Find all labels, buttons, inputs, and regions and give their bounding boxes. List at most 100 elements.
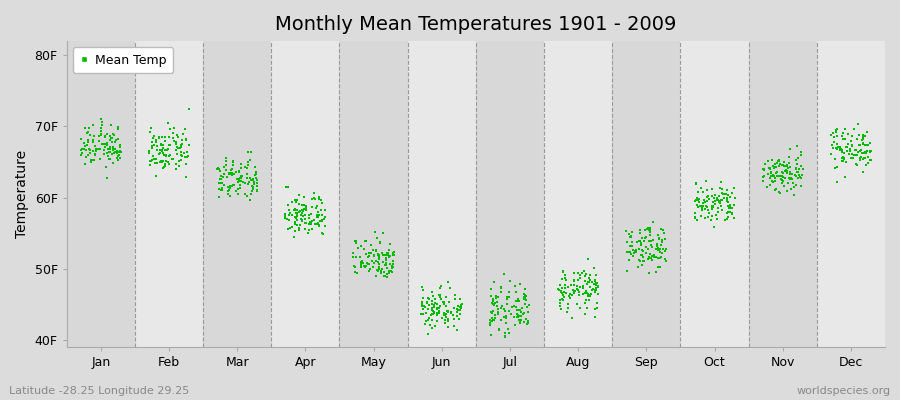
Point [500, 294, 514, 300]
Point [362, 250, 376, 256]
Point [84, 157, 98, 163]
Point [634, 242, 648, 248]
Point [234, 164, 248, 171]
Point [856, 132, 870, 138]
Point [710, 197, 724, 203]
Point [149, 156, 164, 162]
Point [484, 309, 499, 315]
Point [81, 152, 95, 159]
Point [830, 133, 844, 140]
Point [243, 149, 257, 155]
Point [588, 278, 602, 284]
Point [642, 237, 656, 244]
Point [170, 144, 184, 151]
Point [103, 146, 117, 152]
Point [512, 298, 526, 304]
Point [508, 303, 523, 310]
Point [450, 313, 464, 320]
Point [214, 180, 229, 187]
Point [627, 249, 642, 256]
Point [248, 172, 263, 178]
Point [230, 176, 244, 182]
Point [763, 169, 778, 175]
Point [432, 310, 446, 316]
Point [355, 258, 369, 265]
Point [494, 289, 508, 296]
Point [716, 190, 730, 196]
Point [371, 259, 385, 265]
Point [649, 254, 663, 261]
Point [849, 161, 863, 167]
Point [785, 171, 799, 177]
Point [156, 158, 170, 164]
Point [249, 183, 264, 190]
Point [226, 182, 240, 188]
Point [689, 180, 704, 187]
Point [689, 202, 704, 208]
Point [778, 174, 793, 181]
Point [638, 227, 652, 233]
Point [225, 172, 239, 178]
Point [727, 194, 742, 201]
Point [112, 142, 127, 148]
Point [370, 267, 384, 274]
Point [310, 220, 324, 227]
Point [380, 252, 394, 258]
Point [720, 210, 734, 216]
Point [108, 139, 122, 146]
Point [644, 256, 659, 263]
Point [232, 169, 247, 175]
Point [179, 136, 194, 142]
Point [147, 156, 161, 162]
Point [714, 203, 728, 209]
Point [284, 212, 299, 218]
Point [858, 155, 872, 161]
Point [170, 132, 184, 138]
Point [288, 207, 302, 214]
Point [303, 219, 318, 226]
Point [709, 216, 724, 222]
Point [373, 239, 387, 245]
Point [302, 221, 316, 228]
Point [484, 318, 499, 324]
Point [825, 142, 840, 148]
Point [566, 289, 580, 296]
Point [450, 306, 464, 312]
Point [425, 306, 439, 312]
Point [82, 146, 96, 152]
Point [555, 276, 570, 282]
Point [706, 213, 720, 219]
Point [516, 311, 530, 317]
Point [644, 242, 658, 248]
Point [583, 291, 598, 298]
Point [859, 142, 873, 149]
Point [706, 206, 720, 212]
Point [153, 150, 167, 156]
Point [374, 270, 388, 276]
Point [654, 250, 669, 256]
Point [620, 249, 634, 256]
Point [561, 301, 575, 308]
Point [238, 164, 252, 170]
Point [380, 274, 394, 280]
Point [760, 183, 774, 190]
Point [856, 136, 870, 142]
Point [863, 148, 878, 154]
Point [836, 130, 850, 136]
Point [162, 160, 176, 167]
Point [100, 142, 114, 148]
Point [780, 165, 795, 171]
Point [571, 287, 585, 294]
Point [622, 257, 636, 263]
Point [760, 170, 775, 177]
Point [318, 222, 332, 229]
Point [166, 137, 181, 144]
Point [304, 221, 319, 228]
Point [790, 169, 805, 175]
Point [777, 183, 791, 189]
Point [715, 186, 729, 192]
Point [779, 162, 794, 169]
Point [418, 320, 432, 327]
Point [354, 260, 368, 267]
Point [829, 145, 843, 151]
